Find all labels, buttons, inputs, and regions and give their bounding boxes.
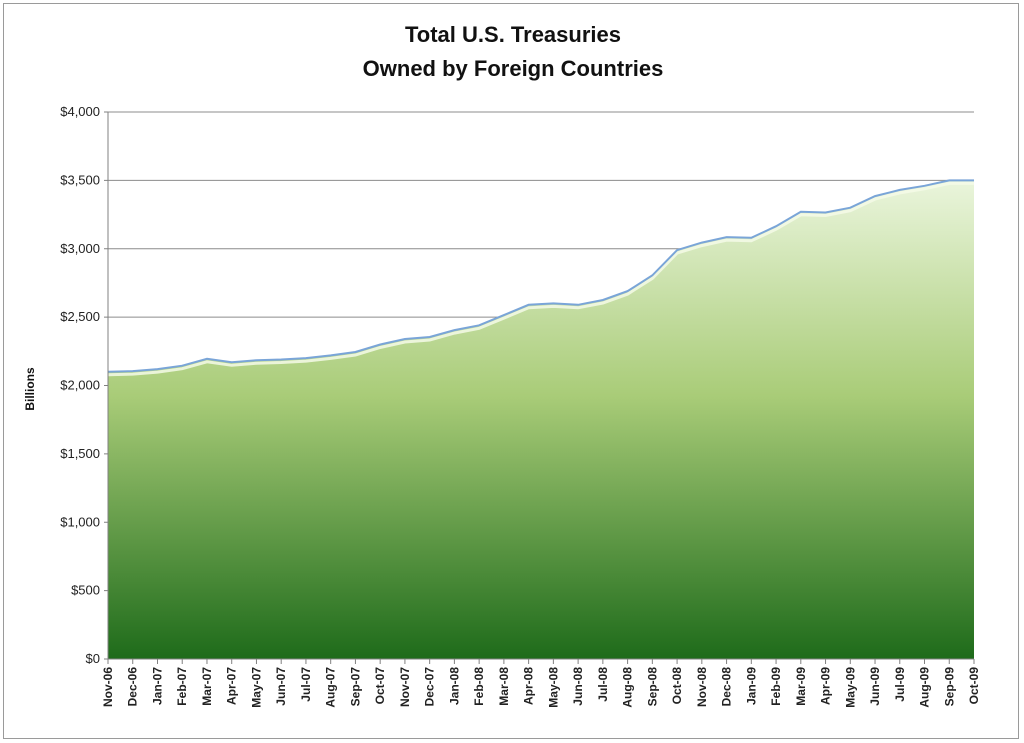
- y-tick-label: $2,000: [60, 378, 100, 393]
- x-tick-label: Dec-08: [720, 667, 734, 707]
- y-tick-label: $500: [71, 583, 100, 598]
- y-axis-label: Billions: [23, 367, 37, 411]
- x-tick-label: Oct-09: [967, 667, 981, 705]
- x-tick-label: Feb-08: [472, 667, 486, 706]
- series-line: [107, 179, 974, 373]
- x-tick-label: Nov-08: [695, 667, 709, 707]
- x-tick-label: Feb-09: [769, 667, 783, 706]
- x-tick-label: Jan-08: [447, 667, 461, 705]
- x-tick-label: Aug-07: [324, 667, 338, 708]
- x-tick-label: Sep-08: [645, 667, 659, 707]
- y-tick-label: $3,000: [60, 241, 100, 256]
- x-tick-label: Oct-08: [670, 667, 684, 705]
- x-tick-label: Apr-09: [819, 667, 833, 705]
- x-tick-label: Jul-07: [299, 667, 313, 702]
- x-tick-label: Mar-09: [794, 667, 808, 706]
- x-tick-label: Jul-08: [596, 667, 610, 702]
- series-highlight: [107, 181, 974, 377]
- chart-title-line-2: Owned by Foreign Countries: [363, 56, 664, 81]
- x-tick-label: Feb-07: [175, 667, 189, 706]
- x-tick-label: Mar-08: [497, 667, 511, 706]
- x-tick-label: Aug-08: [621, 667, 635, 708]
- x-tick-label: Jun-09: [868, 667, 882, 706]
- x-tick-label: Jun-07: [274, 667, 288, 706]
- y-tick-label: $0: [86, 651, 100, 666]
- x-tick-label: Jan-09: [744, 667, 758, 705]
- chart-frame: Total U.S. Treasuries Owned by Foreign C…: [3, 3, 1019, 739]
- x-tick-label: Jun-08: [571, 667, 585, 706]
- y-tick-label: $1,000: [60, 514, 100, 529]
- x-tick-label: Apr-08: [522, 667, 536, 705]
- y-tick-label: $3,500: [60, 172, 100, 187]
- x-tick-label: Jul-09: [893, 667, 907, 702]
- x-tick-label: Oct-07: [373, 667, 387, 705]
- x-tick-label: Mar-07: [200, 667, 214, 706]
- x-tick-label: Apr-07: [225, 667, 239, 705]
- y-tick-label: $1,500: [60, 446, 100, 461]
- chart: Total U.S. Treasuries Owned by Foreign C…: [23, 22, 981, 708]
- x-tick-label: Sep-09: [942, 667, 956, 707]
- x-tick-label: Dec-06: [126, 667, 140, 707]
- x-tick-label: Jan-07: [151, 667, 165, 705]
- y-tick-label: $4,000: [60, 104, 100, 119]
- x-tick-label: Dec-07: [423, 667, 437, 707]
- chart-title-line-1: Total U.S. Treasuries: [405, 22, 621, 47]
- x-tick-label: May-07: [250, 667, 264, 708]
- x-tick-label: Sep-07: [348, 667, 362, 707]
- x-tick-label: Nov-06: [101, 667, 115, 707]
- x-tick-label: Aug-09: [918, 667, 932, 708]
- series-area: [108, 180, 974, 659]
- y-tick-label: $2,500: [60, 309, 100, 324]
- x-tick-label: Nov-07: [398, 667, 412, 707]
- x-tick-label: May-08: [546, 667, 560, 708]
- x-tick-label: May-09: [843, 667, 857, 708]
